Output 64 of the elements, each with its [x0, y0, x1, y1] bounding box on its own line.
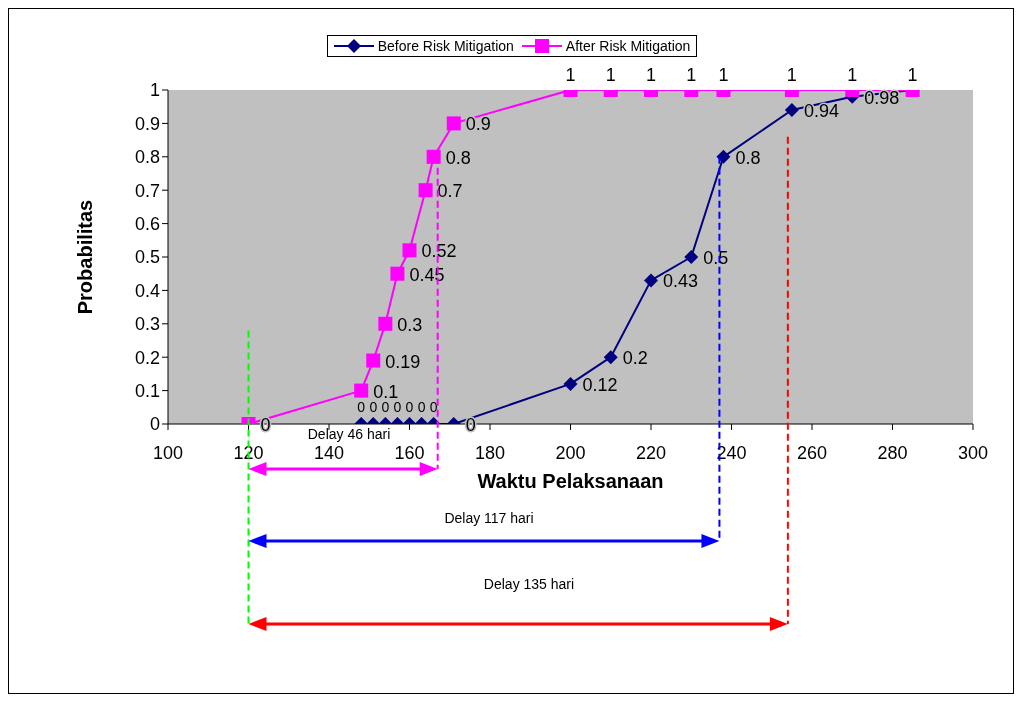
data-label: 0.8: [445, 147, 471, 168]
data-label: 1: [847, 65, 858, 85]
point: [644, 273, 658, 288]
data-label: 0.45: [409, 264, 445, 285]
point: [378, 316, 393, 331]
y-tick-label: 0: [149, 414, 160, 435]
x-tick-label: 300: [957, 442, 989, 463]
y-tick-label: 1: [149, 80, 160, 101]
x-tick-label: 120: [233, 442, 264, 463]
legend-label: After Risk Mitigation: [564, 38, 691, 54]
y-tick-label: 0.1: [134, 380, 160, 401]
data-label: 1: [686, 65, 697, 85]
x-tick-label: 200: [555, 442, 586, 463]
y-tick-label: 0.3: [134, 314, 160, 335]
data-label: 1: [907, 65, 918, 85]
y-tick-label: 0.9: [134, 113, 160, 134]
data-label: 0: [405, 399, 414, 415]
data-label: 0.19: [385, 351, 421, 372]
y-tick-label: 0.8: [134, 147, 160, 168]
x-axis-title: Waktu Pelaksanaan: [477, 470, 664, 492]
data-label: 0: [429, 399, 438, 415]
x-tick-label: 180: [474, 442, 506, 463]
data-label: 0.12: [582, 374, 618, 395]
x-tick-label: 160: [394, 442, 425, 463]
x-tick-label: 280: [877, 442, 908, 463]
legend-label: Before Risk Mitigation: [376, 38, 514, 54]
data-label: 0.98: [864, 87, 900, 108]
data-label: 0: [381, 399, 390, 415]
data-label: 0.3: [397, 314, 423, 335]
data-label: 0.7: [437, 181, 463, 202]
data-label: 0.9: [465, 114, 491, 135]
data-label: 1: [786, 65, 797, 85]
text: Delay 46 hari: [307, 426, 391, 442]
x-tick-label: 100: [152, 442, 184, 463]
data-label: 1: [565, 65, 576, 85]
y-tick-label: 0.5: [134, 247, 160, 268]
data-label: 1: [718, 65, 729, 85]
data-label: 1: [645, 65, 657, 85]
data-label: 0.43: [663, 271, 699, 292]
point: [390, 266, 405, 281]
data-label: 0.52: [421, 241, 457, 262]
data-label: 0.5: [703, 248, 729, 268]
y-axis-title: Probabilitas: [74, 199, 97, 315]
text: Delay 117 hari: [444, 510, 534, 526]
data-label: 0.2: [622, 348, 648, 369]
data-label: 1: [605, 65, 616, 85]
data-label: 0: [393, 399, 402, 415]
y-tick-label: 0.6: [134, 213, 160, 234]
point: [402, 243, 417, 258]
x-tick-label: 140: [313, 442, 345, 463]
point: [684, 250, 699, 264]
data-label: 0.1: [373, 381, 399, 402]
point: [418, 183, 433, 198]
data-label: 0: [357, 399, 366, 415]
data-label: 0.8: [735, 147, 761, 168]
text: Delay 135 hari: [483, 576, 575, 592]
y-tick-label: 0.2: [134, 347, 160, 368]
data-label: 0: [369, 399, 378, 415]
data-label: 0: [417, 399, 426, 415]
y-tick-label: 0.7: [134, 180, 160, 201]
y-tick-label: 0.4: [134, 280, 160, 301]
x-tick-label: 220: [635, 442, 667, 463]
data-label: 0.94: [803, 101, 839, 122]
x-tick-label: 260: [796, 442, 828, 463]
